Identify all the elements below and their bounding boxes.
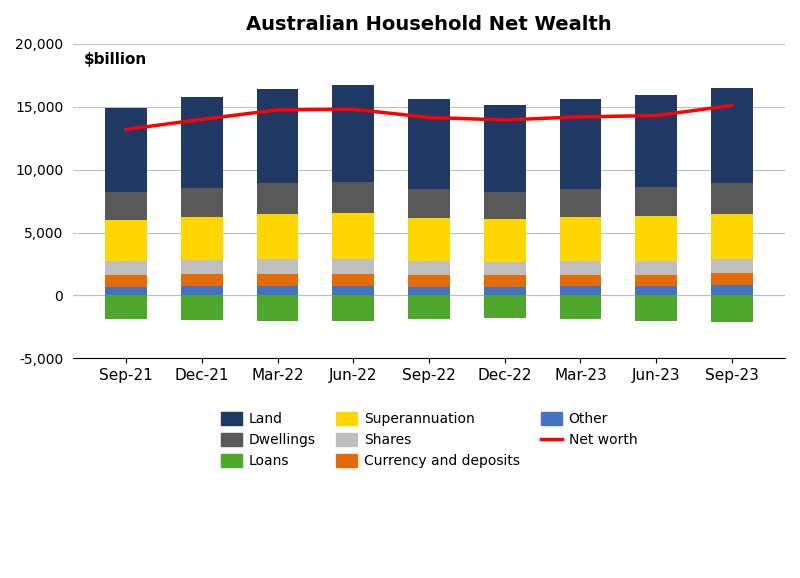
Bar bbox=[711, 286, 753, 295]
Bar bbox=[408, 218, 450, 261]
Bar bbox=[635, 216, 677, 261]
Bar bbox=[711, 214, 753, 259]
Bar bbox=[106, 287, 147, 295]
Bar bbox=[408, 275, 450, 287]
Bar bbox=[106, 108, 147, 192]
Bar bbox=[106, 192, 147, 220]
Bar bbox=[484, 295, 526, 318]
Bar bbox=[408, 99, 450, 189]
Bar bbox=[181, 274, 222, 286]
Bar bbox=[333, 213, 374, 259]
Bar bbox=[257, 214, 298, 259]
Bar bbox=[408, 189, 450, 218]
Legend: Land, Dwellings, Loans, Superannuation, Shares, Currency and deposits, Other, Ne: Land, Dwellings, Loans, Superannuation, … bbox=[221, 412, 638, 468]
Bar bbox=[181, 286, 222, 295]
Bar bbox=[257, 88, 298, 183]
Bar bbox=[257, 274, 298, 286]
Bar bbox=[333, 295, 374, 321]
Bar bbox=[711, 273, 753, 286]
Bar bbox=[559, 295, 602, 319]
Bar bbox=[559, 261, 602, 275]
Bar bbox=[257, 286, 298, 295]
Bar bbox=[484, 287, 526, 295]
Bar bbox=[333, 182, 374, 213]
Bar bbox=[333, 286, 374, 295]
Bar bbox=[181, 260, 222, 274]
Title: Australian Household Net Wealth: Australian Household Net Wealth bbox=[246, 15, 612, 34]
Bar bbox=[257, 259, 298, 274]
Bar bbox=[106, 220, 147, 261]
Bar bbox=[484, 262, 526, 275]
Bar bbox=[484, 275, 526, 287]
Bar bbox=[635, 95, 677, 187]
Bar bbox=[106, 261, 147, 275]
Bar bbox=[408, 261, 450, 275]
Bar bbox=[559, 286, 602, 295]
Bar bbox=[635, 275, 677, 286]
Bar bbox=[559, 99, 602, 188]
Bar bbox=[181, 295, 222, 320]
Bar bbox=[106, 295, 147, 319]
Bar bbox=[484, 219, 526, 262]
Bar bbox=[408, 295, 450, 318]
Bar bbox=[484, 105, 526, 192]
Bar bbox=[181, 97, 222, 188]
Bar bbox=[559, 275, 602, 286]
Bar bbox=[559, 217, 602, 261]
Bar bbox=[333, 86, 374, 182]
Bar bbox=[106, 275, 147, 287]
Bar bbox=[408, 287, 450, 295]
Bar bbox=[333, 259, 374, 274]
Text: $billion: $billion bbox=[84, 52, 147, 66]
Bar bbox=[559, 188, 602, 217]
Bar bbox=[711, 183, 753, 214]
Bar bbox=[711, 295, 753, 322]
Bar bbox=[711, 88, 753, 183]
Bar bbox=[257, 183, 298, 214]
Bar bbox=[635, 261, 677, 275]
Bar bbox=[181, 217, 222, 260]
Bar bbox=[635, 286, 677, 295]
Bar bbox=[635, 295, 677, 321]
Bar bbox=[635, 187, 677, 216]
Bar bbox=[181, 188, 222, 217]
Bar bbox=[333, 274, 374, 286]
Bar bbox=[257, 295, 298, 321]
Bar bbox=[711, 259, 753, 273]
Bar bbox=[484, 192, 526, 219]
